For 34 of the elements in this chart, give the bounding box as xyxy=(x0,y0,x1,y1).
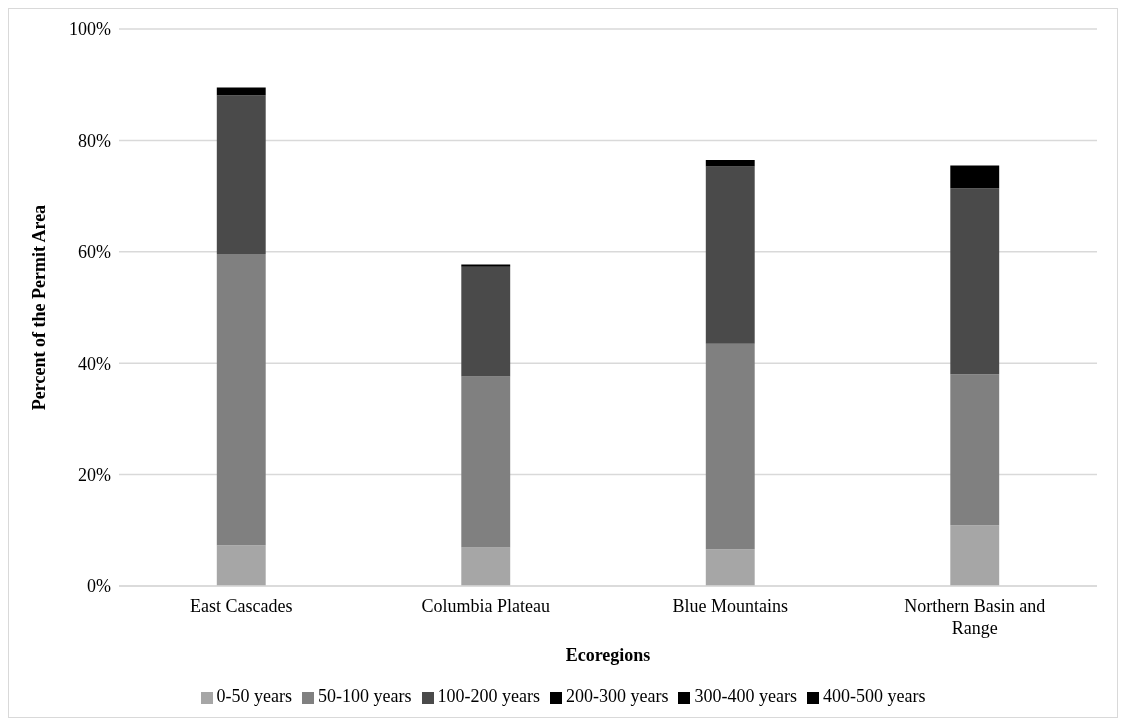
legend-label: 400-500 years xyxy=(822,686,926,706)
legend-label: 0-50 years xyxy=(216,686,293,706)
legend-label: 50-100 years xyxy=(318,686,412,706)
x-tick-label: Columbia Plateau xyxy=(421,596,550,616)
x-tick-label: Blue Mountains xyxy=(672,596,788,616)
bar xyxy=(705,343,755,550)
y-tick-label: 0% xyxy=(87,576,111,597)
y-tick-label: 20% xyxy=(78,464,111,485)
bar xyxy=(950,374,1000,526)
bar xyxy=(461,547,511,586)
bar xyxy=(216,545,266,586)
bar xyxy=(216,254,266,546)
y-tick-label: 60% xyxy=(78,242,111,263)
bar xyxy=(461,266,511,377)
bar xyxy=(705,166,755,344)
x-axis-title: Ecoregions xyxy=(565,645,651,665)
bar xyxy=(705,159,755,167)
bar xyxy=(216,87,266,96)
legend-label: 100-200 years xyxy=(437,686,540,706)
bar xyxy=(950,188,1000,375)
y-tick-label: 100% xyxy=(69,19,111,40)
bar xyxy=(461,376,511,548)
bar xyxy=(461,264,511,267)
bar xyxy=(216,95,266,255)
legend-label: 200-300 years xyxy=(566,686,669,706)
x-tick-label: Northern Basin and Range xyxy=(904,596,1046,638)
bar xyxy=(950,165,1000,189)
y-axis-title: Percent of the Permit Area xyxy=(29,204,50,411)
x-tick-label: East Cascades xyxy=(190,596,293,616)
bar xyxy=(950,525,1000,586)
bar xyxy=(705,549,755,586)
y-tick-label: 40% xyxy=(78,353,111,374)
legend-label: 300-400 years xyxy=(694,686,797,706)
y-tick-label: 80% xyxy=(78,130,111,151)
